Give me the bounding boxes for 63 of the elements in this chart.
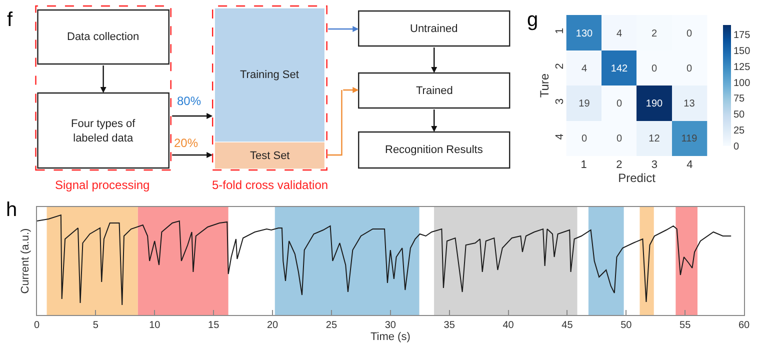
color-bar-label: 125 <box>734 62 751 73</box>
data-label: 2 <box>651 28 658 40</box>
color-bar-label: 150 <box>734 46 751 57</box>
x-tick-label: 55 <box>680 320 692 331</box>
data-label: 130 <box>576 28 594 40</box>
y-tick-label: 2 <box>554 63 566 70</box>
data-label: 13 <box>684 98 696 110</box>
x-tick-label: 25 <box>326 320 338 331</box>
x-tick-label: 60 <box>738 320 750 331</box>
x-tick-label: 0 <box>34 320 40 331</box>
text: Data collection <box>67 31 140 43</box>
text: Test Set <box>250 150 290 162</box>
text: 20% <box>174 136 198 150</box>
color-bar-label: 50 <box>734 110 746 121</box>
color-bar-label: 75 <box>734 94 746 105</box>
x-tick-label: 1 <box>580 159 587 171</box>
text: Untrained <box>410 23 458 35</box>
x-tick-label: 5 <box>92 320 99 331</box>
data-label: 0 <box>651 64 658 74</box>
x-tick-label: 45 <box>562 320 574 331</box>
data-label: 119 <box>681 134 698 144</box>
data-label: 0 <box>686 64 692 74</box>
x-tick-label: 50 <box>620 320 632 331</box>
data-label: 142 <box>610 64 628 74</box>
data-label: 190 <box>646 98 664 110</box>
chart-title: g <box>527 9 538 31</box>
x-tick-label: 10 <box>149 320 161 331</box>
text: Training Set <box>240 69 299 81</box>
data-label: 0 <box>616 98 622 110</box>
y-tick-label: 4 <box>554 134 566 140</box>
y-tick-label: 3 <box>554 98 566 105</box>
data-label: 0 <box>686 28 692 40</box>
x-axis-title: Time (s) <box>370 331 410 344</box>
x-tick-label: 30 <box>384 320 396 331</box>
text: Recognition Results <box>385 144 484 156</box>
color-bar-label: 175 <box>734 30 751 42</box>
data-label: 4 <box>616 28 622 40</box>
x-tick-label: 35 <box>444 320 456 331</box>
text: f <box>7 9 13 31</box>
x-tick-label: 3 <box>651 159 658 171</box>
color-bar-label: 0 <box>734 142 740 152</box>
data-label: 19 <box>578 98 590 110</box>
y-axis-title: Current (a.u.) <box>19 228 32 294</box>
color-bar-label: 25 <box>734 126 746 137</box>
color-bar-label: 100 <box>734 78 751 89</box>
x-tick-label: 20 <box>266 320 279 331</box>
text: Signal processing <box>55 178 150 192</box>
y-axis-title: Ture <box>537 73 552 98</box>
y-tick-label: 1 <box>554 28 566 34</box>
text: Four types of labeled data <box>71 118 136 144</box>
x-axis-title: Predict <box>618 171 656 185</box>
data-label: 4 <box>581 64 588 74</box>
x-tick-label: 2 <box>616 159 622 171</box>
text: Trained <box>416 85 453 97</box>
text: 80% <box>177 94 202 108</box>
x-tick-label: 15 <box>208 320 220 331</box>
data-label: 12 <box>648 134 660 144</box>
x-tick-label: 4 <box>686 159 693 171</box>
data-label: 0 <box>616 134 622 144</box>
data-label: 0 <box>581 134 588 144</box>
x-tick-label: 40 <box>502 320 514 331</box>
chart-title: h <box>6 199 18 221</box>
text: 5-fold cross validation <box>212 178 328 192</box>
